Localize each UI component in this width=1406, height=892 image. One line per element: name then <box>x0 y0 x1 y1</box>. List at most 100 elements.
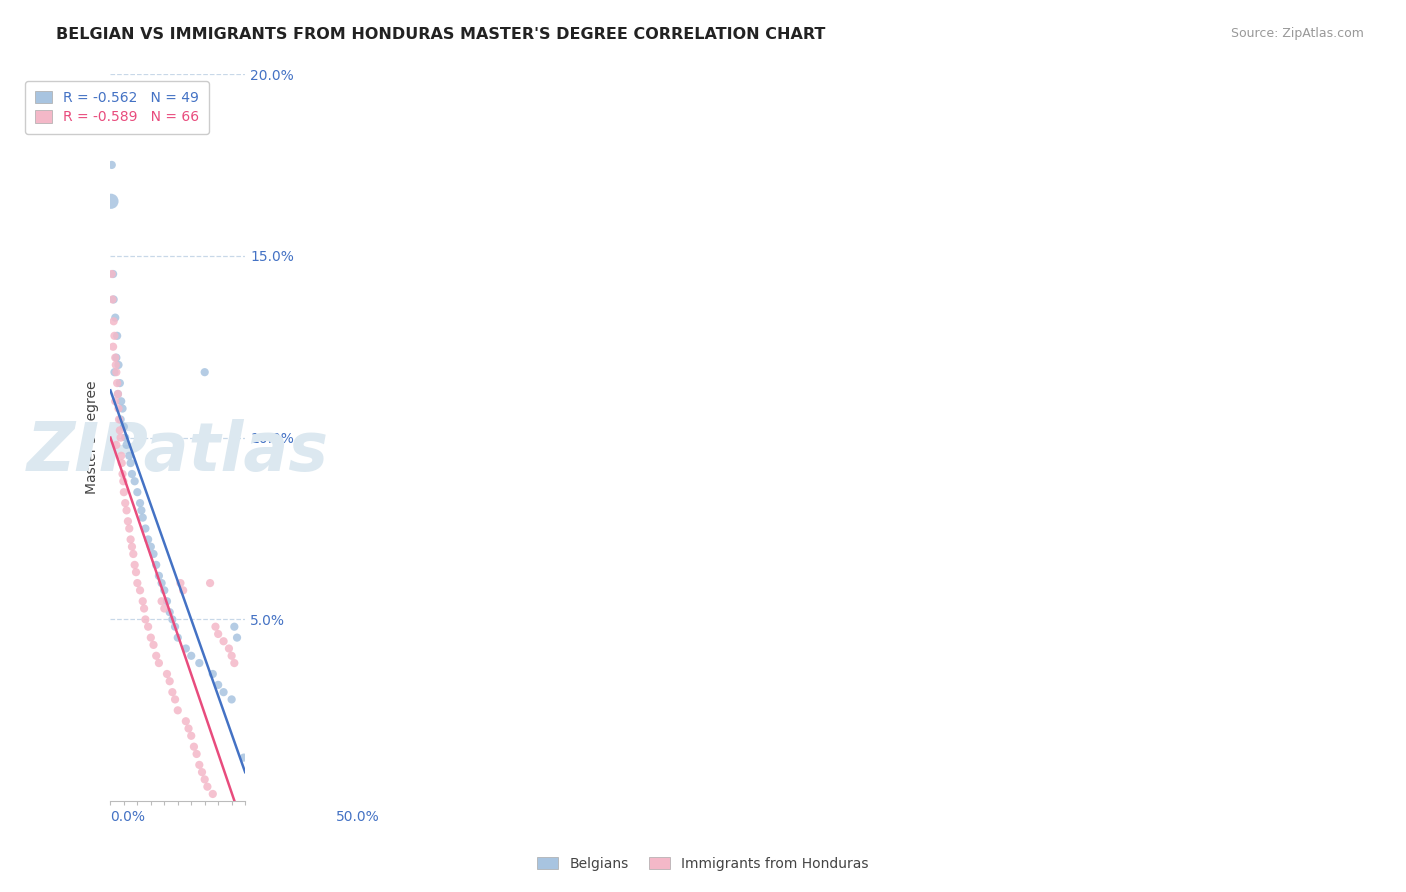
Point <box>172 583 194 598</box>
Point <box>162 685 184 699</box>
Point <box>207 678 229 692</box>
Point <box>107 401 129 416</box>
Point <box>111 401 134 416</box>
Point <box>134 522 156 536</box>
Text: BELGIAN VS IMMIGRANTS FROM HONDURAS MASTER'S DEGREE CORRELATION CHART: BELGIAN VS IMMIGRANTS FROM HONDURAS MAST… <box>56 27 825 42</box>
Point <box>221 692 243 706</box>
Point <box>103 328 125 343</box>
Point <box>101 267 124 281</box>
Point <box>186 747 208 761</box>
Text: 50.0%: 50.0% <box>336 810 380 824</box>
Point <box>165 620 187 634</box>
Point <box>127 576 149 591</box>
Point <box>156 667 179 681</box>
Point <box>148 569 170 583</box>
Point <box>104 358 127 372</box>
Point <box>201 787 224 801</box>
Point <box>169 576 191 591</box>
Point <box>124 558 146 572</box>
Point <box>204 620 226 634</box>
Point <box>132 601 155 615</box>
Point <box>212 685 235 699</box>
Point <box>121 540 143 554</box>
Point <box>112 475 135 489</box>
Point <box>103 293 125 307</box>
Point <box>121 467 143 481</box>
Point <box>132 594 155 608</box>
Point <box>224 656 246 670</box>
Point <box>118 522 141 536</box>
Point <box>136 620 159 634</box>
Point <box>191 765 214 780</box>
Point <box>100 158 122 172</box>
Point <box>132 510 155 524</box>
Point <box>105 438 128 452</box>
Point <box>125 565 148 579</box>
Point <box>114 431 136 445</box>
Point <box>166 703 188 717</box>
Point <box>120 456 142 470</box>
Point <box>105 351 128 365</box>
Point <box>153 583 176 598</box>
Point <box>188 656 211 670</box>
Point <box>221 648 243 663</box>
Point <box>183 739 205 754</box>
Point <box>110 449 132 463</box>
Point <box>142 547 165 561</box>
Point <box>174 714 197 729</box>
Point <box>114 496 136 510</box>
Point <box>117 514 139 528</box>
Point <box>107 387 129 401</box>
Point <box>105 365 128 379</box>
Point <box>112 485 135 500</box>
Point <box>201 667 224 681</box>
Point <box>124 475 146 489</box>
Point <box>103 365 125 379</box>
Point <box>105 376 128 390</box>
Point <box>110 412 132 426</box>
Point <box>115 503 138 517</box>
Point <box>180 648 202 663</box>
Point <box>112 419 135 434</box>
Point <box>108 412 131 426</box>
Point <box>118 449 141 463</box>
Point <box>111 456 134 470</box>
Point <box>156 594 179 608</box>
Text: ZIPatlas: ZIPatlas <box>27 419 329 485</box>
Point <box>197 780 219 794</box>
Point <box>131 503 153 517</box>
Point <box>115 438 138 452</box>
Point <box>136 533 159 547</box>
Point <box>101 293 124 307</box>
Text: Source: ZipAtlas.com: Source: ZipAtlas.com <box>1230 27 1364 40</box>
Point <box>198 576 221 591</box>
Point <box>111 467 134 481</box>
Point <box>165 692 187 706</box>
Point <box>104 394 127 409</box>
Point <box>207 627 229 641</box>
Point <box>107 387 129 401</box>
Point <box>129 496 152 510</box>
Point <box>212 634 235 648</box>
Point <box>159 674 181 689</box>
Point <box>108 423 131 437</box>
Legend: Belgians, Immigrants from Honduras: Belgians, Immigrants from Honduras <box>531 851 875 876</box>
Point <box>218 641 240 656</box>
Point <box>110 431 132 445</box>
Point <box>159 605 181 619</box>
Point <box>100 267 122 281</box>
Point <box>153 601 176 615</box>
Point <box>134 612 156 626</box>
Point <box>166 631 188 645</box>
Point <box>194 365 217 379</box>
Point <box>108 376 131 390</box>
Point <box>103 314 125 328</box>
Point <box>104 351 127 365</box>
Point <box>226 631 249 645</box>
Point <box>101 340 124 354</box>
Legend: R = -0.562   N = 49, R = -0.589   N = 66: R = -0.562 N = 49, R = -0.589 N = 66 <box>25 81 208 134</box>
Point <box>142 638 165 652</box>
Point <box>139 540 162 554</box>
Point <box>174 641 197 656</box>
Point <box>100 194 122 209</box>
